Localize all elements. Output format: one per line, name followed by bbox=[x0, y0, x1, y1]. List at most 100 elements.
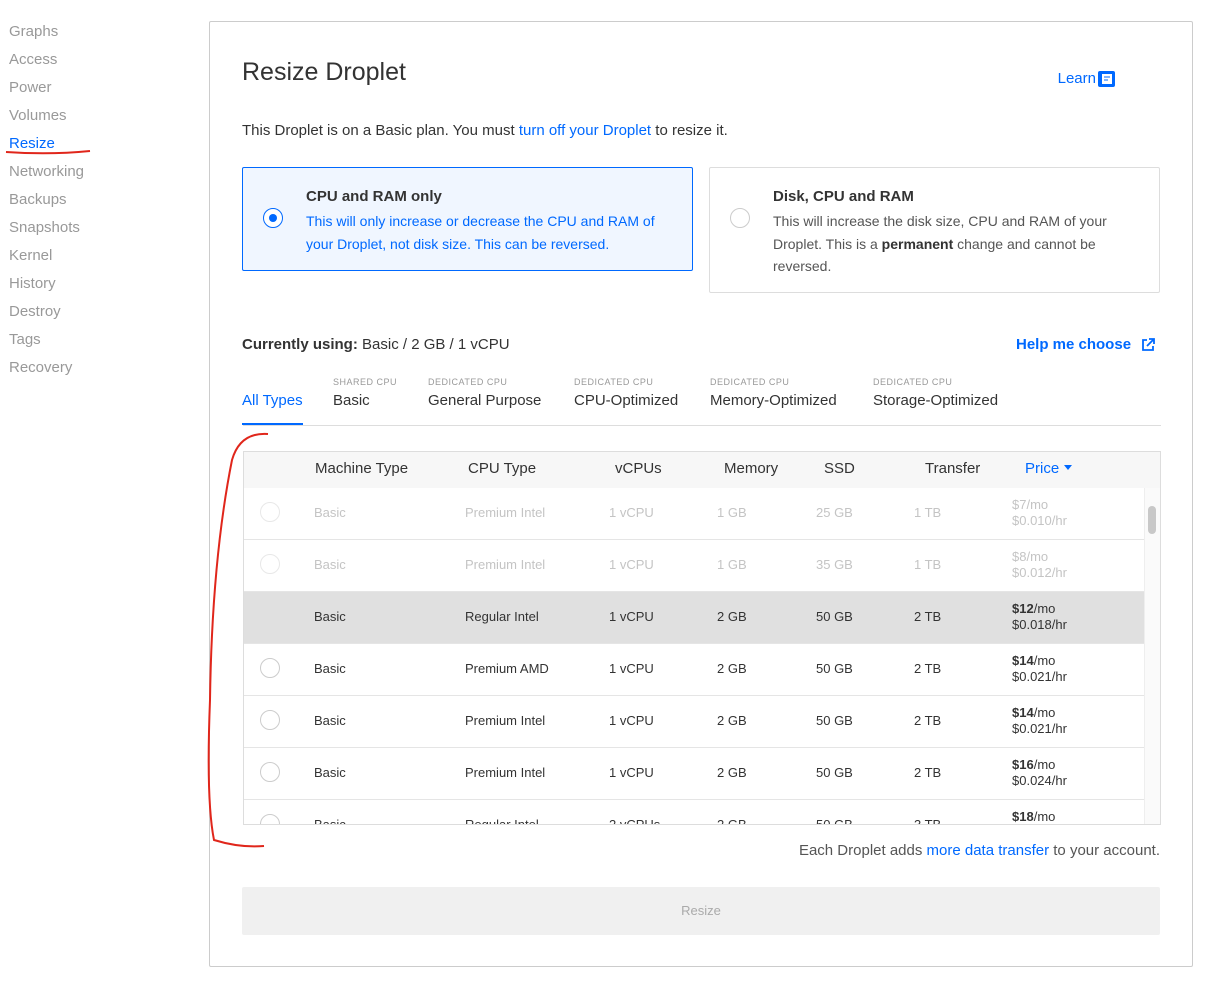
monthly: $7 bbox=[1012, 497, 1027, 512]
cell: Basic bbox=[314, 817, 346, 824]
notice-link[interactable]: turn off your Droplet bbox=[518, 122, 652, 139]
cell: 2 GB bbox=[717, 765, 747, 780]
cell: 1 vCPU bbox=[609, 557, 654, 572]
table-row[interactable]: Basic Premium Intel 1 vCPU 2 GB 50 GB 2 TB $16… bbox=[244, 748, 1144, 800]
cell: 2 GB bbox=[717, 817, 747, 824]
cell: Basic bbox=[314, 661, 346, 676]
cell: 50 GB bbox=[816, 609, 853, 624]
cell: 2 GB bbox=[717, 713, 747, 728]
tab[interactable]: Basic bbox=[333, 392, 370, 409]
sidebar-item[interactable]: Snapshots bbox=[9, 219, 80, 236]
cell: Basic bbox=[314, 765, 346, 780]
sidebar-item[interactable]: History bbox=[9, 275, 56, 292]
cell: 2 vCPUs bbox=[609, 817, 660, 824]
notice-text: This Droplet is on a Basic plan. You mus… bbox=[242, 122, 519, 139]
resize-option[interactable]: Disk, CPU and RAM This will increase the … bbox=[709, 167, 1160, 293]
panel-title: Resize Droplet bbox=[242, 58, 406, 86]
price-hourly: $0.021/hr bbox=[1012, 721, 1067, 736]
cell: 3 TB bbox=[914, 817, 941, 824]
tab[interactable]: Memory-Optimized bbox=[710, 392, 837, 409]
column-header: SSD bbox=[824, 460, 855, 477]
radio bbox=[260, 502, 280, 522]
price-monthly: $14/mo bbox=[1012, 705, 1055, 720]
currently-using: Currently using: Basic / 2 GB / 1 vCPU bbox=[242, 336, 510, 353]
tab[interactable]: CPU-Optimized bbox=[574, 392, 679, 409]
month-suffix: /mo bbox=[1033, 757, 1056, 772]
price-monthly: $16/mo bbox=[1012, 757, 1055, 772]
scrollbar bbox=[1144, 488, 1160, 824]
price-monthly: $12/mo bbox=[1012, 601, 1055, 616]
price-hourly: $0.021/hr bbox=[1012, 669, 1067, 684]
radio[interactable] bbox=[260, 658, 280, 678]
month-suffix: /mo bbox=[1033, 705, 1056, 720]
tab[interactable]: Storage-Optimized bbox=[873, 392, 999, 409]
price-hourly: $0.024/hr bbox=[1012, 773, 1067, 788]
radio[interactable] bbox=[263, 208, 283, 228]
column-header: Machine Type bbox=[315, 460, 409, 477]
cell: 50 GB bbox=[816, 713, 853, 728]
table-row: Basic Premium Intel 1 vCPU 1 GB 25 GB 1 TB $7/… bbox=[244, 488, 1144, 540]
help-link[interactable]: Help me choose bbox=[1016, 336, 1132, 353]
table-row[interactable]: Basic Premium Intel 1 vCPU 2 GB 50 GB 2 TB $14… bbox=[244, 696, 1144, 748]
sidebar-item[interactable]: Resize bbox=[9, 135, 55, 152]
scroll-thumb[interactable] bbox=[1148, 506, 1156, 534]
cell: Premium Intel bbox=[465, 713, 546, 728]
table-row: Basic Regular Intel 1 vCPU 2 GB 50 GB 2 TB $12… bbox=[244, 592, 1144, 644]
table-row[interactable]: Basic Regular Intel 2 vCPUs 2 GB 50 GB 3 TB $1… bbox=[244, 800, 1144, 824]
sidebar-item[interactable]: Graphs bbox=[9, 23, 59, 40]
sidebar-item[interactable]: Kernel bbox=[9, 247, 53, 264]
plan-table: Basic Premium Intel 1 vCPU 1 GB 25 GB 1 TB $7/… bbox=[243, 451, 1161, 825]
option-description: This will increase the disk size, CPU an… bbox=[773, 210, 1143, 278]
cell: 1 vCPU bbox=[609, 609, 654, 624]
cell: 2 GB bbox=[717, 609, 747, 624]
radio[interactable] bbox=[260, 762, 280, 782]
notice-text: to resize it. bbox=[651, 122, 728, 139]
price-monthly: $18/mo bbox=[1012, 809, 1055, 824]
radio[interactable] bbox=[730, 208, 750, 228]
cell: 50 GB bbox=[816, 817, 853, 824]
cell: 2 TB bbox=[914, 609, 942, 624]
tab-group: DEDICATED CPU bbox=[873, 377, 953, 387]
cell: 50 GB bbox=[816, 661, 853, 676]
learn-link[interactable]: Learn bbox=[1057, 70, 1096, 87]
monthly: $18 bbox=[1012, 809, 1034, 824]
cell: Premium AMD bbox=[465, 661, 549, 676]
sidebar-item[interactable]: Backups bbox=[9, 191, 67, 208]
footer-link[interactable]: more data transfer bbox=[926, 842, 1050, 859]
cell: 1 vCPU bbox=[609, 505, 654, 520]
column-header: CPU Type bbox=[468, 460, 537, 477]
button-label: Resize bbox=[681, 903, 721, 918]
tab-group: DEDICATED CPU bbox=[574, 377, 654, 387]
cell: 25 GB bbox=[816, 505, 853, 520]
cell: 1 vCPU bbox=[609, 661, 654, 676]
month-suffix: /mo bbox=[1026, 497, 1049, 512]
sidebar-item[interactable]: Recovery bbox=[9, 359, 73, 376]
cell: Basic bbox=[314, 505, 346, 520]
option-title: CPU and RAM only bbox=[306, 188, 442, 205]
price-monthly: $14/mo bbox=[1012, 653, 1055, 668]
sidebar-item[interactable]: Networking bbox=[9, 163, 85, 180]
monthly: $14 bbox=[1012, 653, 1034, 668]
table-body: Basic Premium Intel 1 vCPU 1 GB 25 GB 1 TB $7/… bbox=[244, 488, 1144, 824]
option-title: Disk, CPU and RAM bbox=[773, 188, 914, 205]
sidebar-item[interactable]: Tags bbox=[9, 331, 41, 348]
column-header[interactable]: Price bbox=[1025, 460, 1073, 477]
cell: Premium Intel bbox=[465, 505, 546, 520]
resize-button[interactable]: Resize bbox=[242, 887, 1160, 935]
table-row[interactable]: Basic Premium AMD 1 vCPU 2 GB 50 GB 2 TB $14/m… bbox=[244, 644, 1144, 696]
option-description: This will only increase or decrease the … bbox=[306, 210, 676, 255]
tab[interactable]: General Purpose bbox=[428, 392, 542, 409]
price-hourly: $0.012/hr bbox=[1012, 565, 1067, 580]
sidebar-item[interactable]: Access bbox=[9, 51, 58, 68]
radio[interactable] bbox=[260, 710, 280, 730]
tab-group: SHARED CPU bbox=[333, 377, 398, 387]
sidebar-item[interactable]: Volumes bbox=[9, 107, 67, 124]
tab[interactable]: All Types bbox=[242, 392, 303, 425]
resize-option[interactable]: CPU and RAM only This will only increase … bbox=[242, 167, 693, 271]
sidebar-item[interactable]: Destroy bbox=[9, 303, 61, 320]
cell: Basic bbox=[314, 557, 346, 572]
price-hourly: $0.010/hr bbox=[1012, 513, 1067, 528]
monthly: $14 bbox=[1012, 705, 1034, 720]
sidebar-item[interactable]: Power bbox=[9, 79, 52, 96]
